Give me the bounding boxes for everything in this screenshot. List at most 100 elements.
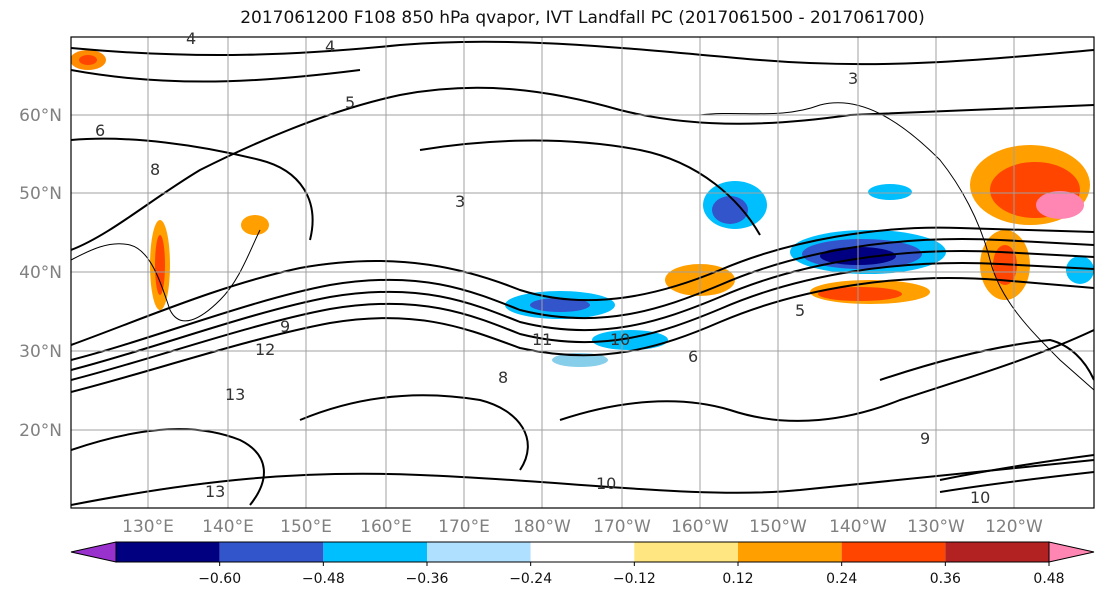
contour-label: 10 — [596, 474, 616, 493]
latitude-label: 60°N — [19, 106, 62, 126]
latitude-label: 30°N — [19, 342, 62, 362]
contour-line — [939, 454, 1094, 481]
contour-label: 10 — [970, 488, 990, 507]
contour-line — [559, 329, 1094, 422]
contour-label: 3 — [455, 192, 465, 211]
contour-line — [71, 428, 265, 506]
colorbar-tick-label: −0.24 — [509, 571, 552, 587]
contour-line — [939, 471, 1094, 493]
colorbar-segment — [116, 542, 220, 562]
colorbar-segment — [738, 542, 842, 562]
longitude-label: 150°E — [280, 517, 332, 537]
north-america-coastline — [699, 102, 1094, 391]
contour-line — [71, 40, 1094, 66]
contour-line — [71, 459, 1094, 506]
negative-anomaly-core — [712, 196, 748, 224]
colorbar-extend-max — [1048, 541, 1095, 563]
colorbar-tick-label: −0.48 — [302, 571, 345, 587]
colorbar-frame — [115, 541, 1050, 563]
map-area: 4 4 6 5 8 9 12 13 11 10 8 6 5 9 13 10 10… — [19, 29, 1095, 537]
negative-anomaly-blob — [868, 184, 912, 200]
contour-line — [71, 69, 361, 83]
colorbar-segment — [530, 542, 635, 562]
longitude-labels: 130°E 140°E 150°E 160°E 170°E 180°W 170°W 160°W… — [122, 517, 1043, 537]
contour-label: 5 — [345, 93, 355, 112]
graticule — [71, 37, 1094, 508]
negative-anomaly-blob — [1066, 256, 1094, 284]
longitude-label: 130°E — [122, 517, 174, 537]
positive-anomaly-blob — [241, 215, 269, 235]
contour-label: 3 — [848, 69, 858, 88]
contour-label: 4 — [325, 37, 335, 56]
latitude-label: 40°N — [19, 263, 62, 283]
colorbar-segment — [219, 542, 324, 562]
colorbar-segment — [634, 542, 738, 562]
positive-anomaly-core — [155, 235, 165, 295]
colorbar-segment — [323, 542, 427, 562]
longitude-label: 160°W — [671, 517, 729, 537]
contour-labels: 4 4 6 5 8 9 12 13 11 10 8 6 5 9 13 10 10… — [95, 29, 990, 507]
contour-line — [71, 238, 1094, 361]
colorbar-segment — [841, 542, 946, 562]
contour-label: 8 — [498, 368, 508, 387]
longitude-label: 150°W — [749, 517, 807, 537]
contour-lines — [71, 40, 1094, 506]
contour-label: 6 — [95, 121, 105, 140]
longitude-label: 120°W — [985, 517, 1043, 537]
latitude-label: 50°N — [19, 184, 62, 204]
colorbar-tick-label: −0.12 — [613, 571, 656, 587]
contour-line — [71, 276, 1094, 393]
contour-label: 5 — [795, 301, 805, 320]
longitude-label: 180°W — [513, 517, 571, 537]
contour-line — [71, 250, 1094, 371]
contour-line — [71, 226, 1094, 346]
asia-coastline — [71, 229, 261, 322]
contour-label: 12 — [255, 340, 275, 359]
longitude-label: 140°W — [829, 517, 887, 537]
negative-anomaly-core — [530, 298, 590, 312]
longitude-label: 170°E — [438, 517, 490, 537]
colorbar-tick-label: 0.36 — [930, 571, 961, 587]
colorbar-segment — [945, 542, 1049, 562]
contour-label: 10 — [610, 330, 630, 349]
contour-label: 4 — [186, 29, 196, 48]
longitude-label: 130°W — [907, 517, 965, 537]
longitude-label: 140°E — [202, 517, 254, 537]
contour-line — [299, 394, 529, 471]
longitude-label: 160°E — [360, 517, 412, 537]
contour-label: 13 — [205, 482, 225, 501]
map-title: 2017061200 F108 850 hPa qvapor, IVT Land… — [240, 8, 925, 28]
latitude-labels: 60°N 50°N 40°N 30°N 20°N — [19, 106, 62, 441]
colorbar-tick-label: 0.24 — [826, 571, 857, 587]
colorbar: −0.60 −0.48 −0.36 −0.24 −0.12 0.12 0.24 0.36 0.4… — [70, 541, 1095, 587]
map-content — [71, 37, 1094, 508]
contour-line — [879, 338, 1094, 381]
latitude-label: 20°N — [19, 421, 62, 441]
contour-label: 13 — [225, 385, 245, 404]
colorbar-tick-label: 0.12 — [722, 571, 753, 587]
contour-label: 9 — [280, 317, 290, 336]
negative-anomaly-blob — [552, 353, 608, 367]
colorbar-tick-label: 0.48 — [1033, 571, 1064, 587]
contour-label: 6 — [688, 347, 698, 366]
contour-label: 9 — [920, 429, 930, 448]
colorbar-extend-min — [70, 541, 117, 563]
contour-line — [71, 86, 1094, 251]
positive-anomaly-core — [818, 287, 902, 301]
contour-label: 8 — [150, 160, 160, 179]
map-frame — [70, 36, 1095, 509]
colorbar-tick-label: −0.60 — [198, 571, 241, 587]
contour-line — [419, 139, 761, 236]
positive-anomaly-core — [79, 55, 97, 65]
colorbar-segment — [427, 542, 531, 562]
positive-anomaly-peak — [1036, 191, 1084, 219]
coastlines — [71, 102, 1094, 391]
contour-line — [71, 137, 314, 241]
longitude-label: 170°W — [593, 517, 651, 537]
contour-line — [71, 262, 1094, 381]
contour-label: 11 — [532, 330, 552, 349]
negative-anomaly-blob — [592, 330, 668, 350]
colorbar-tick-label: −0.36 — [406, 571, 449, 587]
